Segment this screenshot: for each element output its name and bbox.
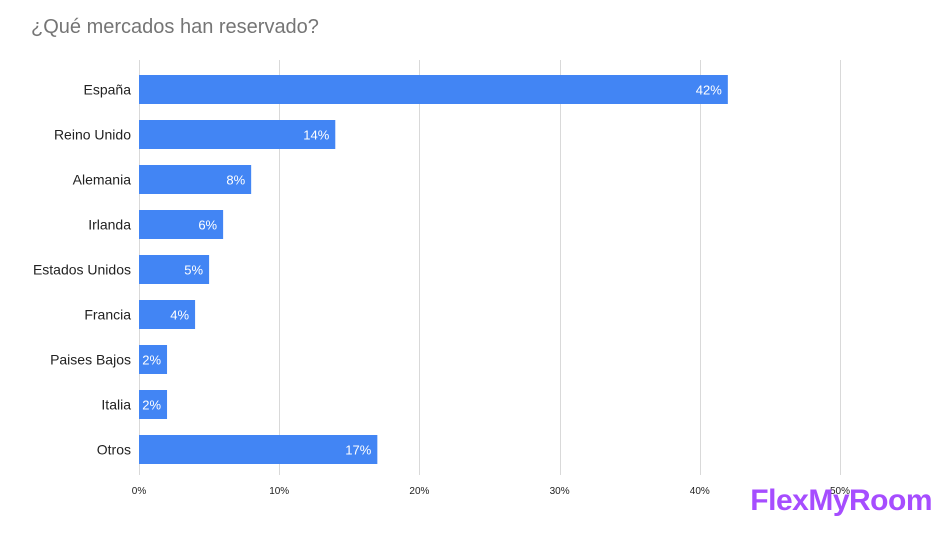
bar [139, 345, 168, 374]
x-tick-label: 10% [269, 486, 289, 497]
category-label: Alemania [73, 172, 132, 188]
bar [139, 255, 210, 284]
data-label: 14% [303, 128, 329, 143]
x-tick-label: 40% [690, 486, 710, 497]
data-label: 6% [198, 218, 217, 233]
chart-title: ¿Qué mercados han reservado? [31, 16, 319, 38]
category-label: Estados Unidos [33, 262, 131, 278]
x-tick-label: 20% [409, 486, 429, 497]
x-tick-label: 0% [132, 486, 147, 497]
category-label: Irlanda [88, 217, 131, 233]
category-label: Paises Bajos [50, 352, 131, 368]
bars: 42% 14% 8% 6% 5% 4% 2% 2% 17% [139, 75, 728, 464]
bar [139, 390, 168, 419]
data-label: 2% [142, 398, 161, 413]
bar [139, 300, 196, 329]
flexmyroom-logo: FlexMyRoom [750, 484, 932, 517]
category-label: Otros [97, 442, 131, 458]
data-label: 8% [226, 173, 245, 188]
data-label: 42% [696, 83, 722, 98]
category-label: Italia [101, 397, 131, 413]
bar [139, 120, 336, 149]
category-label: Francia [84, 307, 131, 323]
bar [139, 75, 728, 104]
bar [139, 165, 252, 194]
x-tick-label: 30% [550, 486, 570, 497]
x-tick-labels: 0% 10% 20% 30% 40% 50% [132, 486, 850, 497]
category-label: España [84, 82, 132, 98]
data-label: 17% [345, 443, 371, 458]
data-label: 2% [142, 353, 161, 368]
x-tick-label: 50% [830, 486, 850, 497]
bar [139, 435, 378, 464]
category-label: Reino Unido [54, 127, 131, 143]
data-label: 4% [170, 308, 189, 323]
category-labels: España Reino Unido Alemania Irlanda Estados … [33, 82, 131, 458]
data-label: 5% [184, 263, 203, 278]
bar [139, 210, 224, 239]
